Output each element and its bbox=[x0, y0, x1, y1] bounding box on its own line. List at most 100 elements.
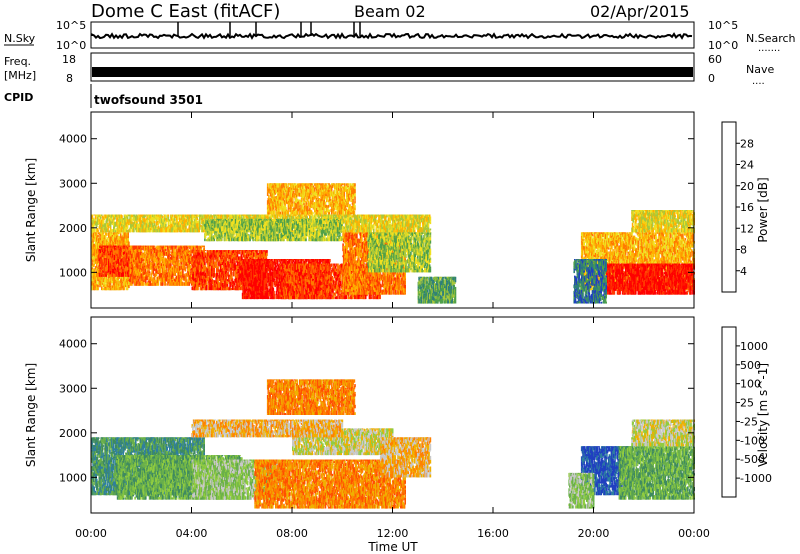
range-gate-cell bbox=[168, 252, 170, 256]
range-gate-cell bbox=[142, 274, 145, 277]
range-gate-cell bbox=[147, 270, 150, 274]
range-gate-cell bbox=[233, 287, 235, 291]
range-gate-cell bbox=[209, 278, 212, 283]
range-gate-cell bbox=[99, 249, 102, 254]
range-gate-cell bbox=[96, 279, 98, 284]
range-gate-cell bbox=[91, 262, 94, 266]
range-gate-cell bbox=[294, 285, 297, 288]
range-gate-cell bbox=[244, 277, 246, 281]
range-gate-cell bbox=[102, 282, 105, 285]
range-gate-cell bbox=[133, 259, 135, 263]
range-gate-cell bbox=[123, 248, 125, 252]
range-gate-cell bbox=[180, 274, 183, 279]
range-gate-cell bbox=[245, 263, 248, 267]
range-gate-cell bbox=[247, 276, 249, 282]
range-gate-cell bbox=[205, 278, 208, 283]
range-gate-cell bbox=[192, 250, 195, 252]
range-gate-cell bbox=[104, 254, 107, 259]
range-gate-cell bbox=[229, 276, 231, 281]
range-gate-cell bbox=[96, 234, 98, 238]
range-gate-cell bbox=[175, 263, 177, 267]
range-gate-cell bbox=[133, 262, 135, 268]
range-gate-cell bbox=[224, 274, 226, 278]
range-gate-cell bbox=[94, 244, 97, 249]
range-gate-cell bbox=[146, 268, 148, 271]
range-gate-cell bbox=[115, 271, 118, 277]
range-gate-cell bbox=[192, 250, 194, 254]
range-gate-cell bbox=[194, 274, 196, 279]
range-gate-cell bbox=[229, 285, 231, 291]
range-gate-cell bbox=[133, 267, 135, 271]
range-gate-cell bbox=[238, 279, 241, 285]
range-gate-cell bbox=[157, 278, 160, 281]
range-gate-cell bbox=[202, 288, 204, 291]
range-gate-cell bbox=[160, 268, 162, 274]
range-gate-cell bbox=[133, 246, 136, 250]
range-gate-cell bbox=[115, 279, 118, 284]
range-gate-cell bbox=[157, 249, 160, 253]
station-title: Dome C East (fitACF) bbox=[91, 1, 280, 22]
range-gate-cell bbox=[99, 232, 101, 234]
range-gate-cell bbox=[127, 232, 129, 236]
range-gate-cell bbox=[119, 233, 122, 239]
range-gate-cell bbox=[116, 246, 118, 251]
range-gate-cell bbox=[161, 245, 163, 247]
range-gate-cell bbox=[136, 259, 138, 263]
range-gate-cell bbox=[200, 279, 202, 282]
range-gate-cell bbox=[195, 260, 198, 264]
range-gate-cell bbox=[165, 246, 167, 249]
range-gate-cell bbox=[184, 246, 186, 251]
range-gate-cell bbox=[306, 294, 308, 300]
range-gate-cell bbox=[226, 264, 229, 268]
range-gate-cell bbox=[312, 291, 315, 295]
range-gate-cell bbox=[128, 285, 130, 289]
range-gate-cell bbox=[130, 258, 133, 262]
range-gate-cell bbox=[94, 261, 96, 264]
range-gate-cell bbox=[231, 284, 234, 291]
range-gate-cell bbox=[166, 283, 168, 286]
range-gate-cell bbox=[128, 271, 131, 276]
range-gate-cell bbox=[192, 245, 195, 250]
range-gate-cell bbox=[115, 258, 118, 261]
range-gate-cell bbox=[205, 256, 208, 261]
range-gate-cell bbox=[247, 272, 249, 278]
range-gate-cell bbox=[187, 245, 189, 249]
range-gate-cell bbox=[242, 250, 244, 252]
range-gate-cell bbox=[188, 250, 190, 253]
range-gate-cell bbox=[204, 268, 206, 271]
range-gate-cell bbox=[175, 248, 177, 253]
range-gate-cell bbox=[233, 281, 235, 284]
range-gate-cell bbox=[91, 278, 94, 282]
range-gate-cell bbox=[95, 240, 97, 245]
range-gate-cell bbox=[162, 263, 164, 268]
range-gate-cell bbox=[136, 265, 139, 269]
range-gate-cell bbox=[180, 267, 182, 271]
range-gate-cell bbox=[165, 277, 168, 282]
range-gate-cell bbox=[173, 278, 176, 282]
range-gate-cell bbox=[200, 266, 202, 272]
range-gate-cell bbox=[93, 243, 96, 247]
range-gate-cell bbox=[102, 234, 104, 237]
range-gate-cell bbox=[163, 271, 165, 276]
range-gate-cell bbox=[236, 268, 238, 272]
range-gate-cell bbox=[145, 255, 147, 261]
range-gate-cell bbox=[236, 274, 238, 278]
range-gate-cell bbox=[99, 245, 101, 249]
range-gate-cell bbox=[217, 278, 219, 284]
range-gate-cell bbox=[297, 263, 300, 265]
range-gate-cell bbox=[188, 263, 190, 268]
range-gate-cell bbox=[256, 250, 259, 252]
range-gate-cell bbox=[138, 246, 140, 249]
range-gate-cell bbox=[114, 245, 117, 248]
range-gate-cell bbox=[207, 261, 210, 266]
range-gate-cell bbox=[189, 271, 191, 276]
range-gate-cell bbox=[160, 263, 163, 267]
range-gate-cell bbox=[157, 280, 160, 286]
range-gate-cell bbox=[120, 278, 123, 283]
range-gate-cell bbox=[242, 281, 244, 283]
range-gate-cell bbox=[96, 265, 98, 268]
range-gate-cell bbox=[200, 265, 203, 268]
range-gate-cell bbox=[199, 275, 202, 279]
range-gate-cell bbox=[146, 274, 148, 280]
range-gate-cell bbox=[178, 266, 181, 271]
